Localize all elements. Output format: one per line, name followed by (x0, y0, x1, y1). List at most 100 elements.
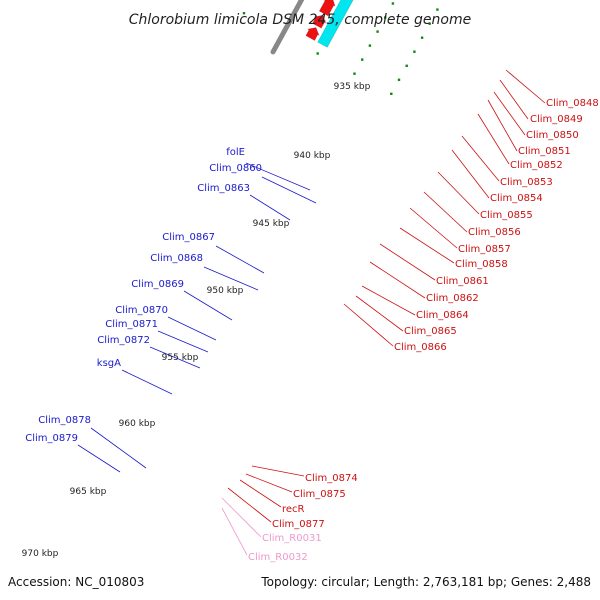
tick-dot (413, 50, 416, 53)
reverse-operon-band (317, 0, 453, 48)
reverse-gene-arrow (312, 14, 327, 29)
right-gene-label: Clim_0848 (546, 98, 599, 109)
bottom-gene-leader-line (251, 465, 305, 477)
right-gene-label: Clim_0858 (455, 259, 508, 270)
left-gene-leader-line (183, 290, 233, 321)
left-gene-label: Clim_0871 (105, 319, 158, 330)
left-gene-leader-line (215, 245, 265, 274)
right-gene-label: Clim_0854 (490, 193, 543, 204)
right-gene-label: Clim_0851 (518, 146, 571, 157)
tick-dot (436, 8, 439, 11)
tick-dot (405, 64, 408, 67)
tick-dot (397, 78, 401, 81)
left-gene-label: folE (226, 147, 245, 158)
right-gene-label: Clim_0855 (480, 210, 533, 221)
right-gene-leader-line (343, 303, 394, 347)
right-gene-label: Clim_0866 (394, 342, 447, 353)
left-gene-leader-line (245, 162, 311, 191)
right-gene-leader-line (487, 99, 518, 152)
right-gene-label: Clim_0862 (426, 293, 479, 304)
right-gene-leader-line (437, 171, 480, 215)
bottom-gene-leader-line (221, 497, 262, 538)
left-gene-label: Clim_0863 (197, 183, 250, 194)
tick-dot (391, 2, 395, 5)
tick-dot (420, 36, 424, 39)
right-gene-leader-line (361, 285, 416, 316)
left-gene-leader-line (77, 444, 121, 473)
kbp-tick-label: 935 kbp (334, 82, 371, 92)
left-gene-leader-line (149, 346, 201, 369)
left-gene-label: Clim_0879 (25, 433, 78, 444)
left-gene-label: Clim_0860 (209, 163, 262, 174)
tick-dot (384, 16, 387, 19)
bottom-gene-leader-line (245, 473, 293, 493)
bottom-gene-label: Clim_R0032 (248, 552, 308, 563)
tick-dot (316, 52, 319, 55)
right-gene-leader-line (493, 91, 526, 136)
label-text: 935 kbp 940 kbp 945 kbp 950 kbp 955 kbp 960 k… (22, 82, 599, 563)
reverse-gene-arrow (305, 27, 320, 41)
left-gene-label: Clim_0878 (38, 415, 91, 426)
left-gene-leader-line (203, 266, 259, 291)
bottom-gene-label: Clim_R0031 (262, 533, 322, 544)
right-gene-leader-line (355, 295, 404, 332)
bottom-gene-leader-line (239, 479, 282, 508)
kbp-tick-label: 960 kbp (119, 419, 156, 429)
left-gene-leader-line (90, 427, 147, 469)
accession-text: Accession: NC_010803 (8, 575, 144, 589)
right-gene-leader-line (499, 79, 529, 120)
left-gene-label: Clim_0869 (131, 279, 184, 290)
bottom-gene-label: recR (282, 504, 305, 515)
topology-summary: Topology: circular; Length: 2,763,181 bp… (260, 575, 591, 589)
right-gene-label: Clim_0865 (404, 326, 457, 337)
right-gene-leader-line (399, 227, 455, 264)
right-gene-leader-line (423, 191, 468, 233)
kbp-tick-label: 955 kbp (162, 353, 199, 363)
label-leader-lines (77, 69, 546, 556)
left-gene-leader-line (167, 316, 217, 341)
bottom-gene-label: Clim_0874 (305, 473, 358, 484)
left-gene-label: Clim_0870 (115, 305, 168, 316)
right-gene-label: Clim_0857 (458, 244, 511, 255)
bottom-gene-leader-line (227, 487, 272, 523)
tick-dot (390, 92, 393, 95)
right-gene-label: Clim_0861 (436, 276, 489, 287)
kbp-tick-label: 970 kbp (22, 549, 59, 559)
right-gene-label: Clim_0852 (510, 160, 563, 171)
left-gene-label: Clim_0872 (97, 335, 150, 346)
right-gene-leader-line (369, 261, 426, 299)
tick-dot (361, 58, 364, 61)
right-gene-leader-line (505, 69, 546, 104)
bottom-gene-label: Clim_0877 (272, 519, 325, 530)
tick-dot (376, 30, 379, 33)
right-gene-leader-line (461, 135, 500, 182)
tick-dot (428, 22, 431, 25)
right-gene-label: Clim_0849 (530, 114, 583, 125)
gene-features (305, 0, 453, 48)
genome-title: Chlorobium limicola DSM 245, complete ge… (129, 12, 472, 28)
kbp-tick-label: 940 kbp (294, 151, 331, 161)
kbp-tick-label: 945 kbp (253, 219, 290, 229)
reverse-gene-arrow (318, 0, 336, 17)
tick-dot (242, 12, 246, 15)
tick-dot (368, 44, 372, 47)
right-gene-label: Clim_0850 (526, 130, 579, 141)
left-gene-label: Clim_0867 (162, 232, 215, 243)
left-gene-leader-line (261, 176, 317, 204)
left-gene-leader-line (157, 330, 209, 353)
tick-dot (353, 72, 356, 75)
right-gene-leader-line (379, 243, 436, 281)
bottom-gene-label: Clim_0875 (293, 489, 346, 500)
left-gene-leader-line (249, 194, 291, 221)
left-gene-label: ksgA (97, 358, 121, 369)
left-gene-label: Clim_0868 (150, 253, 203, 264)
bottom-gene-leader-line (221, 507, 248, 556)
right-gene-leader-line (477, 113, 510, 165)
kbp-tick-label: 965 kbp (70, 487, 107, 497)
right-gene-leader-line (451, 149, 490, 199)
right-gene-label: Clim_0856 (468, 227, 521, 238)
right-gene-leader-line (409, 207, 458, 249)
kbp-tick-label: 950 kbp (207, 286, 244, 296)
right-gene-label: Clim_0864 (416, 310, 469, 321)
